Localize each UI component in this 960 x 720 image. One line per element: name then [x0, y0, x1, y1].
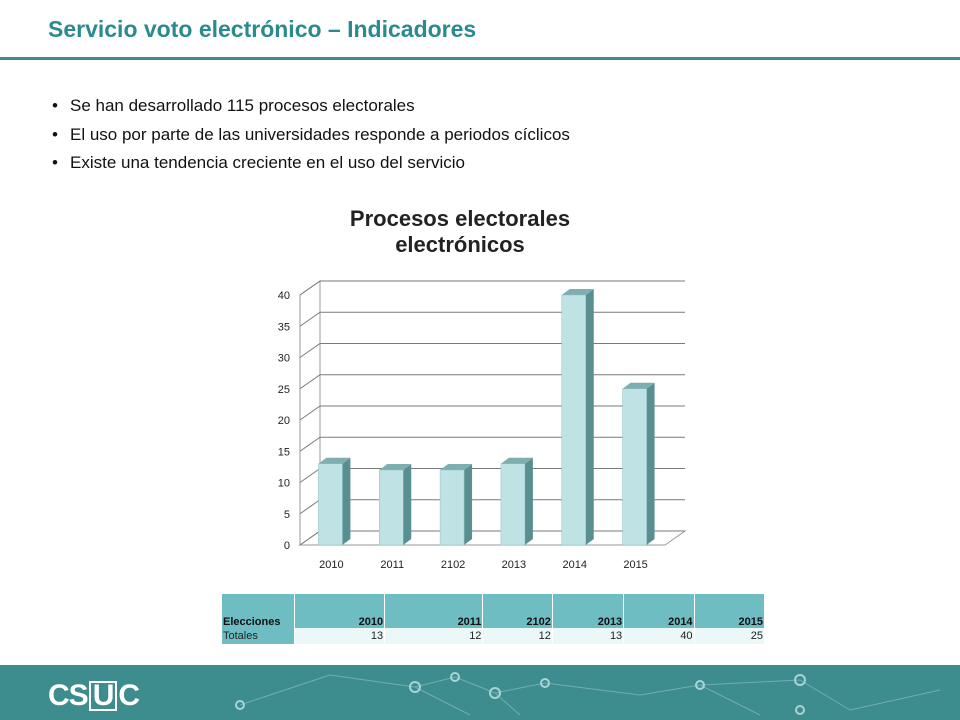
- bar-side: [585, 289, 594, 545]
- x-tick-label: 2010: [319, 559, 343, 571]
- logo-text-left: CS: [48, 679, 89, 712]
- bar: [439, 469, 465, 546]
- chart-title: Procesos electorales electrónicos: [270, 206, 650, 258]
- table-value-cell: 40: [623, 628, 695, 644]
- data-table: Elecciones 2010 2011 2102 2013 2014 2015…: [222, 594, 766, 644]
- table-year-cell: 2013: [552, 594, 625, 628]
- bar: [561, 294, 586, 546]
- bar-side: [403, 464, 412, 545]
- network-graphic: [235, 672, 941, 716]
- x-tick-label: 2011: [380, 559, 404, 571]
- y-tick-label: 20: [278, 415, 290, 427]
- table-value-cell: 12: [384, 628, 484, 644]
- bar: [622, 388, 647, 546]
- bar-side: [464, 464, 473, 545]
- table-year-cell: 2102: [482, 594, 553, 628]
- table-header-row: Elecciones 2010 2011 2102 2013 2014 2015: [222, 594, 766, 628]
- y-tick-label: 25: [278, 384, 290, 396]
- bar-top: [561, 289, 594, 295]
- x-tick-label: 2015: [623, 559, 647, 571]
- x-tick-label: 2102: [441, 559, 465, 571]
- table-year-cell: 2011: [384, 594, 484, 628]
- table-year-cell: 2014: [623, 594, 695, 628]
- table-value-cell: 13: [552, 628, 625, 644]
- bullet-item: Se han desarrollado 115 procesos elector…: [52, 92, 570, 121]
- y-tick-label: 5: [284, 509, 290, 521]
- bar-top: [379, 464, 412, 470]
- bar-top: [318, 457, 351, 464]
- x-tick-label: 2013: [502, 559, 526, 571]
- y-tick-label: 10: [278, 478, 290, 490]
- bullet-item: Existe una tendencia creciente en el uso…: [52, 149, 570, 178]
- chart-title-line2: electrónicos: [395, 232, 525, 257]
- chart-title-line1: Procesos electorales: [349, 206, 571, 231]
- table-value-cell: 25: [694, 628, 766, 644]
- table-row-totales: Totales 13 12 12 13 40 25: [222, 628, 766, 644]
- gridline: [299, 280, 685, 296]
- bar: [379, 469, 404, 546]
- y-tick-label: 40: [278, 290, 290, 302]
- y-tick-label: 35: [278, 321, 290, 333]
- bar-side: [646, 382, 655, 545]
- page-title: Servicio voto electrónico – Indicadores: [48, 16, 477, 42]
- bar-top: [440, 464, 473, 470]
- bar-side: [524, 457, 533, 545]
- y-tick-label: 0: [284, 540, 290, 552]
- footer-band: CS U C: [0, 665, 960, 720]
- bar-side: [342, 457, 351, 545]
- table-row-label-totales: Totales: [222, 628, 295, 644]
- title-divider: [0, 57, 960, 60]
- table-value-cell: 13: [294, 628, 386, 644]
- y-tick-label: 30: [278, 353, 290, 365]
- x-tick-label: 2014: [563, 559, 587, 571]
- table-value-cell: 12: [482, 628, 553, 644]
- gridline: [299, 343, 685, 358]
- y-tick-label: 15: [278, 446, 290, 458]
- bar: [500, 463, 526, 546]
- logo-text-box: U: [88, 681, 118, 711]
- bullet-item: El uso por parte de las universidades re…: [52, 121, 570, 150]
- table-year-cell: 2015: [694, 594, 766, 628]
- bar-top: [500, 457, 533, 464]
- csuc-logo: CS U C: [48, 679, 140, 713]
- bullet-list: Se han desarrollado 115 procesos elector…: [52, 92, 570, 178]
- table-year-cell: 2010: [294, 594, 386, 628]
- bar: [318, 463, 343, 546]
- bar-top: [622, 382, 655, 389]
- logo-text-right: C: [118, 679, 140, 712]
- table-row-label-elecciones: Elecciones: [222, 594, 295, 628]
- gridline: [299, 311, 685, 327]
